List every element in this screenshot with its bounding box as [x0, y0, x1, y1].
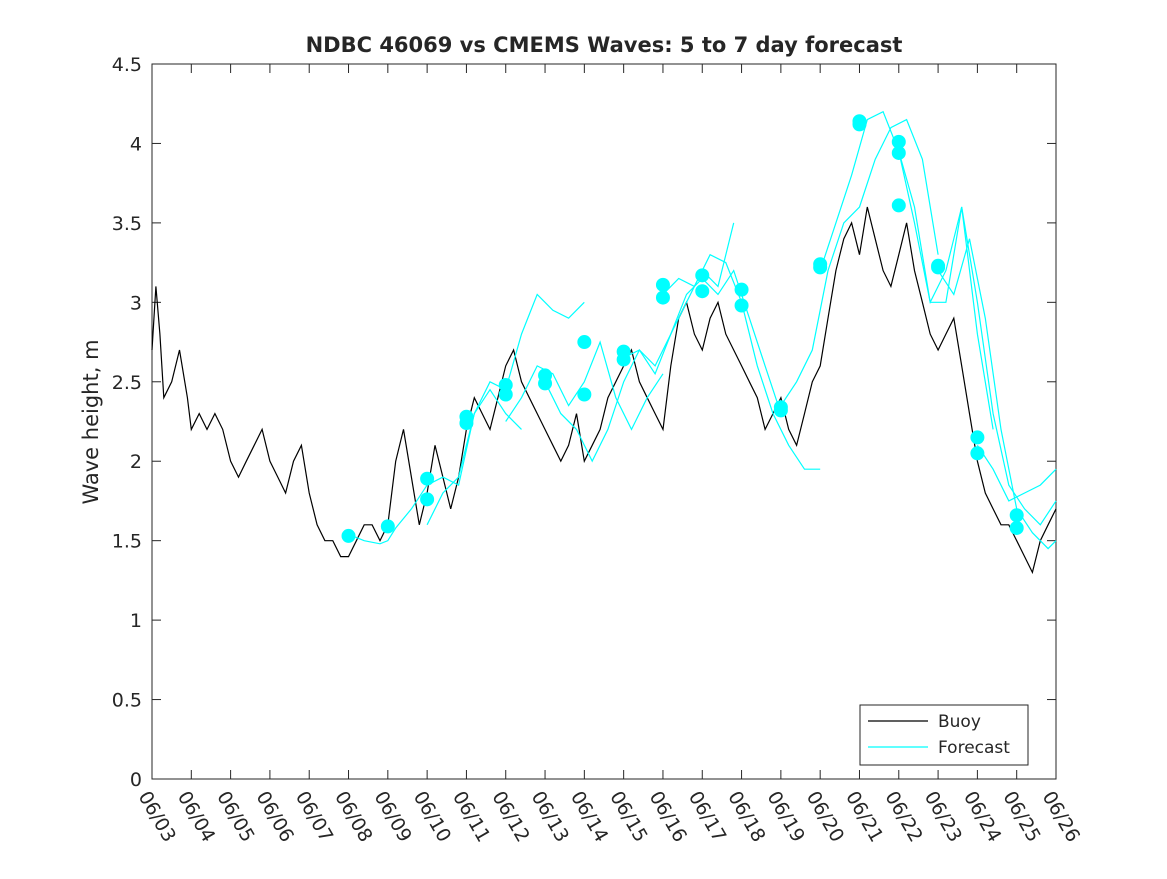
- forecast-marker: [734, 298, 749, 313]
- x-tick-label: 06/13: [527, 788, 573, 846]
- y-tick-label: 4.5: [112, 54, 142, 76]
- forecast-run-line: [898, 151, 1057, 526]
- axes-box: [151, 63, 1057, 780]
- x-tick-label: 06/04: [173, 788, 219, 846]
- forecast-marker: [1009, 520, 1024, 535]
- x-tick-label: 06/05: [212, 788, 258, 846]
- y-tick-label: 0: [130, 769, 142, 791]
- legend-label-forecast: Forecast: [938, 738, 1010, 758]
- forecast-marker: [420, 471, 435, 486]
- legend: Buoy Forecast: [859, 704, 1029, 766]
- forecast-marker: [459, 416, 474, 431]
- forecast-marker: [577, 335, 592, 350]
- forecast-run-line: [505, 340, 664, 431]
- x-tick-label: 06/14: [566, 788, 612, 846]
- forecast-run-line: [937, 238, 1057, 550]
- x-tick-label: 06/17: [684, 788, 730, 846]
- forecast-marker: [577, 387, 592, 402]
- forecast-run-line: [426, 293, 585, 526]
- x-tick-label: 06/15: [605, 788, 651, 846]
- x-tick-label: 06/07: [291, 788, 337, 846]
- forecast-marker: [616, 352, 631, 367]
- forecast-marker: [891, 145, 906, 160]
- x-tick-label: 06/26: [1038, 788, 1084, 846]
- y-tick-label: 2: [130, 451, 142, 473]
- y-axis-label: Wave height, m: [79, 339, 103, 504]
- y-tick-label: 2.5: [112, 372, 142, 394]
- x-tick-label: 06/06: [252, 788, 298, 846]
- chart-title: NDBC 46069 vs CMEMS Waves: 5 to 7 day fo…: [306, 33, 903, 57]
- forecast-run-line: [780, 118, 939, 406]
- x-tick-label: 06/08: [330, 788, 376, 846]
- forecast-run-line: [976, 444, 1057, 502]
- forecast-marker: [852, 117, 867, 132]
- x-tick-label: 06/16: [645, 788, 691, 846]
- x-tick-label: 06/12: [487, 788, 533, 846]
- x-tick-label: 06/21: [841, 788, 887, 846]
- y-tick-label: 3.5: [112, 213, 142, 235]
- forecast-run-line: [819, 110, 994, 430]
- x-tick-label: 06/11: [448, 788, 494, 846]
- legend-label-buoy: Buoy: [938, 712, 981, 732]
- forecast-marker: [695, 284, 710, 299]
- forecast-marker: [695, 268, 710, 283]
- buoy-series-line: [151, 206, 1057, 575]
- x-tick-label: 06/20: [802, 788, 848, 846]
- forecast-marker: [773, 403, 788, 418]
- forecast-marker: [420, 492, 435, 507]
- y-tick-label: 4: [130, 133, 142, 155]
- forecast-marker: [891, 198, 906, 213]
- legend-box: [859, 704, 1029, 766]
- x-tick-label: 06/10: [409, 788, 455, 846]
- forecast-marker: [931, 260, 946, 275]
- forecast-marker: [734, 282, 749, 297]
- x-tick-label: 06/19: [763, 788, 809, 846]
- y-tick-label: 3: [130, 292, 142, 314]
- x-tick-label: 06/25: [998, 788, 1044, 846]
- forecast-marker: [498, 387, 513, 402]
- forecast-marker: [970, 446, 985, 461]
- forecast-marker: [341, 528, 356, 543]
- forecast-marker: [380, 519, 395, 534]
- x-tick-label: 06/09: [369, 788, 415, 846]
- x-tick-label: 06/03: [134, 788, 180, 846]
- y-tick-label: 1.5: [112, 531, 142, 553]
- x-tick-label: 06/18: [723, 788, 769, 846]
- x-tick-label: 06/23: [920, 788, 966, 846]
- y-tick-label: 0.5: [112, 690, 142, 712]
- forecast-marker: [813, 260, 828, 275]
- x-tick-label: 06/24: [959, 788, 1005, 846]
- y-tick-label: 1: [130, 610, 142, 632]
- forecast-marker: [655, 277, 670, 292]
- forecast-marker: [538, 376, 553, 391]
- forecast-marker: [970, 430, 985, 445]
- forecast-marker: [1009, 508, 1024, 523]
- forecast-marker: [655, 290, 670, 305]
- x-tick-label: 06/22: [880, 788, 926, 846]
